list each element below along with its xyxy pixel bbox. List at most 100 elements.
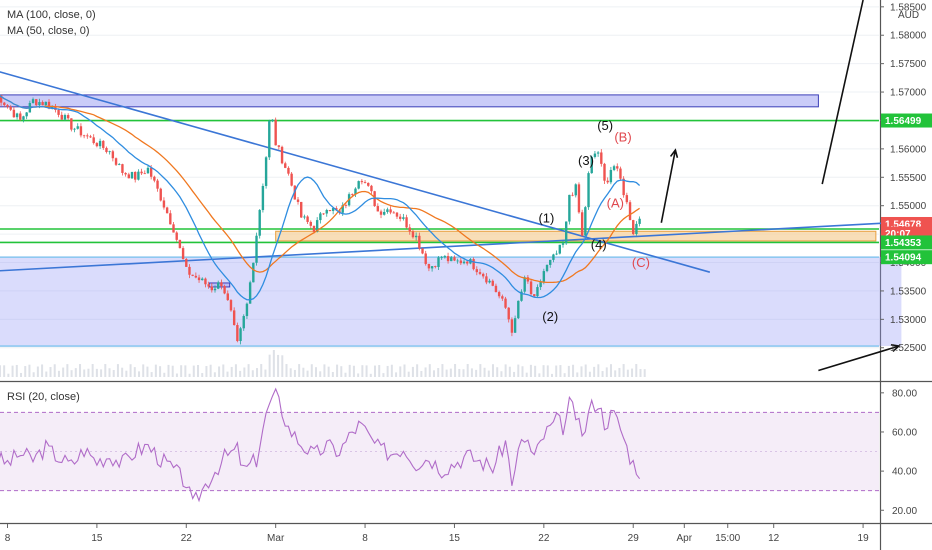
volume-bar xyxy=(83,369,86,377)
volume-bar xyxy=(588,371,591,377)
volume-bar xyxy=(285,364,288,377)
volume-bar xyxy=(475,369,478,377)
price-tag[interactable] xyxy=(881,113,932,128)
candle-body xyxy=(389,209,392,213)
candle-body xyxy=(245,303,249,317)
volume-bar xyxy=(470,368,473,377)
time-tick-label: 15 xyxy=(449,533,461,544)
candle-body xyxy=(338,210,341,213)
volume-bar xyxy=(635,364,638,377)
volume-bar xyxy=(445,369,448,377)
price-tag-label: 1.54353 xyxy=(885,238,922,249)
volume-bar xyxy=(580,366,583,377)
price-tag[interactable] xyxy=(881,250,932,265)
ma100-legend[interactable]: MA (100, close, 0) xyxy=(7,9,96,21)
candle-body xyxy=(0,95,3,103)
candle-body xyxy=(571,194,574,196)
candle-body xyxy=(363,182,367,183)
candle-body xyxy=(3,102,6,106)
candle-body xyxy=(178,239,182,249)
time-tick-label: 12 xyxy=(768,533,780,544)
time-tick-label: 15:00 xyxy=(715,533,740,544)
candle-body xyxy=(194,275,198,278)
volume-bar xyxy=(546,365,549,377)
wave-label[interactable]: (4) xyxy=(591,237,607,252)
candle-body xyxy=(411,231,415,238)
price-tick-label: 1.53500 xyxy=(890,286,927,297)
wave-label[interactable]: (1) xyxy=(538,211,554,226)
ma50-legend[interactable]: MA (50, close, 0) xyxy=(7,25,90,37)
rsi-legend[interactable]: RSI (20, close) xyxy=(7,391,80,403)
volume-bar xyxy=(79,364,82,377)
forecast-arrow[interactable] xyxy=(660,149,677,223)
candle-body xyxy=(22,116,25,120)
price-tag-label: 1.54678 xyxy=(885,219,922,230)
volume-bar xyxy=(201,373,204,377)
candle-body xyxy=(603,163,606,181)
candle-body xyxy=(175,232,178,240)
volume-bar xyxy=(399,366,402,377)
forecast-arrow[interactable] xyxy=(818,345,900,372)
candle-body xyxy=(405,217,408,228)
candle-body xyxy=(156,180,159,189)
candle-body xyxy=(137,171,140,180)
price-tag[interactable] xyxy=(881,235,932,250)
wave-label[interactable]: (5) xyxy=(597,118,613,133)
candle-body xyxy=(418,235,421,249)
price-tag-label: 1.56499 xyxy=(885,116,922,127)
wave-label[interactable]: (C) xyxy=(632,255,650,270)
wave-label[interactable]: (2) xyxy=(542,309,558,324)
candle-body xyxy=(529,281,533,295)
candle-body xyxy=(564,221,568,244)
volume-bar xyxy=(534,365,537,377)
volume-bar xyxy=(643,369,646,377)
volume-bar xyxy=(171,365,174,377)
rsi-tick-label: 80.00 xyxy=(892,388,917,399)
candle-body xyxy=(351,194,354,195)
time-axis: 8 15 22 Mar 8 15 22 29 Apr 15:00 12 19 xyxy=(5,524,869,544)
arrow-head xyxy=(890,344,901,353)
volume-bar xyxy=(125,370,128,377)
volume-bar xyxy=(243,367,246,377)
forecast-arrow[interactable] xyxy=(821,0,864,185)
candle-body xyxy=(44,101,48,106)
volume-bar xyxy=(361,365,364,377)
volume-bar xyxy=(159,366,162,377)
candle-body xyxy=(545,264,549,272)
candle-body xyxy=(258,210,261,236)
candle-body xyxy=(635,223,638,234)
candle-body xyxy=(392,212,395,214)
trend-line[interactable] xyxy=(0,221,902,272)
volume-bar xyxy=(66,364,69,377)
candle-body xyxy=(229,300,233,311)
candle-body xyxy=(134,171,137,180)
wave-label[interactable]: (A) xyxy=(607,195,624,210)
candle-body xyxy=(239,328,242,342)
candle-body xyxy=(507,307,510,320)
candle-body xyxy=(290,173,293,186)
time-tick-label: 29 xyxy=(628,533,640,544)
candle-body xyxy=(466,261,469,264)
candle-body xyxy=(341,205,344,213)
candle-body xyxy=(306,216,309,222)
time-tick-label: 15 xyxy=(91,533,103,544)
candle-body xyxy=(108,151,111,153)
volume-bar xyxy=(20,372,23,377)
candles xyxy=(0,94,641,345)
volume-bar xyxy=(167,364,170,377)
candle-body xyxy=(153,176,156,181)
candle-body xyxy=(558,244,562,254)
candle-body xyxy=(284,163,287,168)
wave-label[interactable]: (B) xyxy=(614,129,631,144)
candle-body xyxy=(328,210,332,211)
candle-body xyxy=(162,200,166,208)
volume-bar xyxy=(268,354,271,377)
volume-bar xyxy=(205,366,208,377)
volume-bar xyxy=(129,364,132,377)
rsi-line xyxy=(0,387,641,503)
candle-body xyxy=(552,254,555,260)
wave-label[interactable]: (3) xyxy=(578,153,594,168)
candle-body xyxy=(367,182,370,186)
candle-body xyxy=(280,146,284,164)
